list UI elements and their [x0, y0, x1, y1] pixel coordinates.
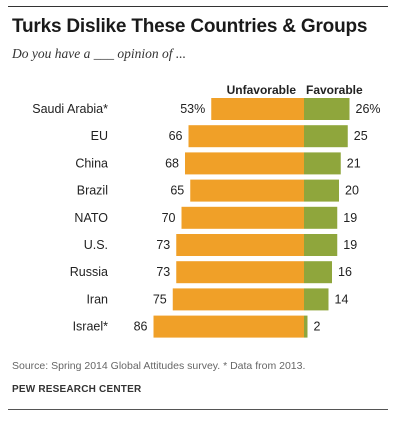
bar-unfavorable [176, 234, 304, 256]
category-label: China [75, 156, 108, 170]
bar-favorable [304, 152, 341, 175]
bar-unfavorable [190, 179, 304, 202]
value-label-favorable: 19 [343, 211, 357, 225]
value-label-unfavorable: 66 [169, 129, 183, 143]
chart-subtitle: Do you have a ___ opinion of ... [12, 46, 186, 61]
chart-title: Turks Dislike These Countries & Groups [12, 16, 368, 37]
bar-favorable [304, 179, 339, 202]
value-label-unfavorable: 68 [165, 156, 179, 170]
category-label: Russia [70, 265, 108, 279]
bar-favorable [304, 261, 332, 284]
value-label-favorable: 21 [347, 156, 361, 170]
category-label: NATO [74, 211, 108, 225]
bar-favorable [304, 315, 308, 338]
bar-unfavorable [153, 315, 304, 338]
legend-favorable: Favorable [306, 83, 363, 97]
value-label-favorable: 19 [343, 238, 357, 252]
value-label-unfavorable: 53% [180, 102, 205, 116]
value-label-unfavorable: 75 [153, 292, 167, 306]
value-label-favorable: 2 [314, 320, 321, 334]
top-rule [8, 6, 388, 7]
value-label-unfavorable: 65 [170, 184, 184, 198]
credit: PEW RESEARCH CENTER [12, 384, 142, 395]
category-label: Brazil [77, 184, 108, 198]
bar-favorable [304, 206, 338, 229]
value-label-favorable: 20 [345, 184, 359, 198]
category-label: U.S. [84, 238, 108, 252]
bar-favorable [304, 234, 338, 256]
category-label: Israel* [73, 320, 109, 334]
bar-unfavorable [188, 125, 304, 148]
bar-favorable [304, 288, 329, 311]
bar-unfavorable [211, 98, 304, 120]
value-label-unfavorable: 73 [156, 238, 170, 252]
source-note: Source: Spring 2014 Global Attitudes sur… [12, 360, 306, 372]
value-label-unfavorable: 86 [134, 320, 148, 334]
value-label-unfavorable: 70 [162, 211, 176, 225]
category-label: EU [91, 129, 108, 143]
bar-unfavorable [185, 152, 304, 175]
bar-favorable [304, 98, 350, 120]
value-label-favorable: 25 [354, 129, 368, 143]
value-label-favorable: 16 [338, 265, 352, 279]
value-label-favorable: 14 [335, 292, 349, 306]
value-label-favorable: 26% [356, 102, 381, 116]
bar-unfavorable [181, 206, 304, 229]
value-label-unfavorable: 73 [156, 265, 170, 279]
category-label: Iran [86, 292, 108, 306]
category-label: Saudi Arabia* [32, 102, 108, 116]
bar-unfavorable [176, 261, 304, 284]
bar-favorable [304, 125, 348, 148]
bottom-rule [8, 409, 388, 410]
bar-unfavorable [172, 288, 304, 311]
legend-unfavorable: Unfavorable [227, 83, 297, 97]
